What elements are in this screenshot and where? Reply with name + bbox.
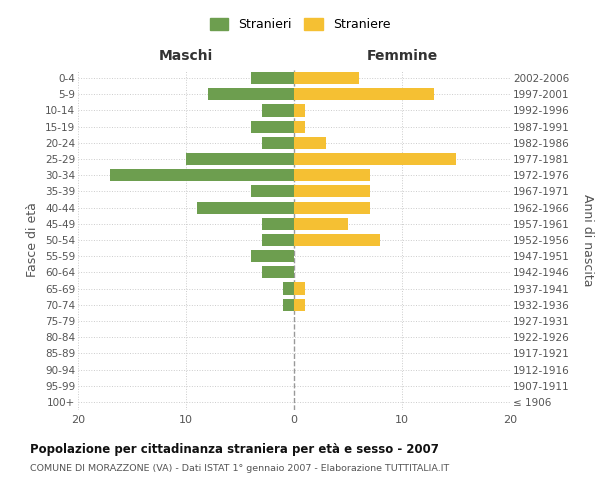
Bar xyxy=(283,282,294,294)
Y-axis label: Fasce di età: Fasce di età xyxy=(26,202,40,278)
Text: Popolazione per cittadinanza straniera per età e sesso - 2007: Popolazione per cittadinanza straniera p… xyxy=(30,442,439,456)
Bar xyxy=(294,234,380,246)
Bar xyxy=(208,88,294,101)
Bar xyxy=(197,202,294,213)
Bar xyxy=(251,250,294,262)
Y-axis label: Anni di nascita: Anni di nascita xyxy=(581,194,593,286)
Bar xyxy=(294,186,370,198)
Bar xyxy=(294,202,370,213)
Text: Femmine: Femmine xyxy=(367,48,437,62)
Bar xyxy=(262,234,294,246)
Bar xyxy=(294,72,359,84)
Bar xyxy=(251,186,294,198)
Text: COMUNE DI MORAZZONE (VA) - Dati ISTAT 1° gennaio 2007 - Elaborazione TUTTITALIA.: COMUNE DI MORAZZONE (VA) - Dati ISTAT 1°… xyxy=(30,464,449,473)
Bar xyxy=(262,137,294,149)
Bar xyxy=(262,104,294,117)
Bar xyxy=(294,120,305,132)
Bar xyxy=(110,169,294,181)
Legend: Stranieri, Straniere: Stranieri, Straniere xyxy=(203,11,397,38)
Bar xyxy=(262,266,294,278)
Bar xyxy=(294,282,305,294)
Bar xyxy=(294,153,456,165)
Bar xyxy=(294,104,305,117)
Bar xyxy=(186,153,294,165)
Bar xyxy=(294,298,305,311)
Bar xyxy=(294,169,370,181)
Bar xyxy=(283,298,294,311)
Bar xyxy=(251,120,294,132)
Bar xyxy=(262,218,294,230)
Bar xyxy=(294,218,348,230)
Text: Maschi: Maschi xyxy=(159,48,213,62)
Bar xyxy=(294,137,326,149)
Bar xyxy=(251,72,294,84)
Bar xyxy=(294,88,434,101)
